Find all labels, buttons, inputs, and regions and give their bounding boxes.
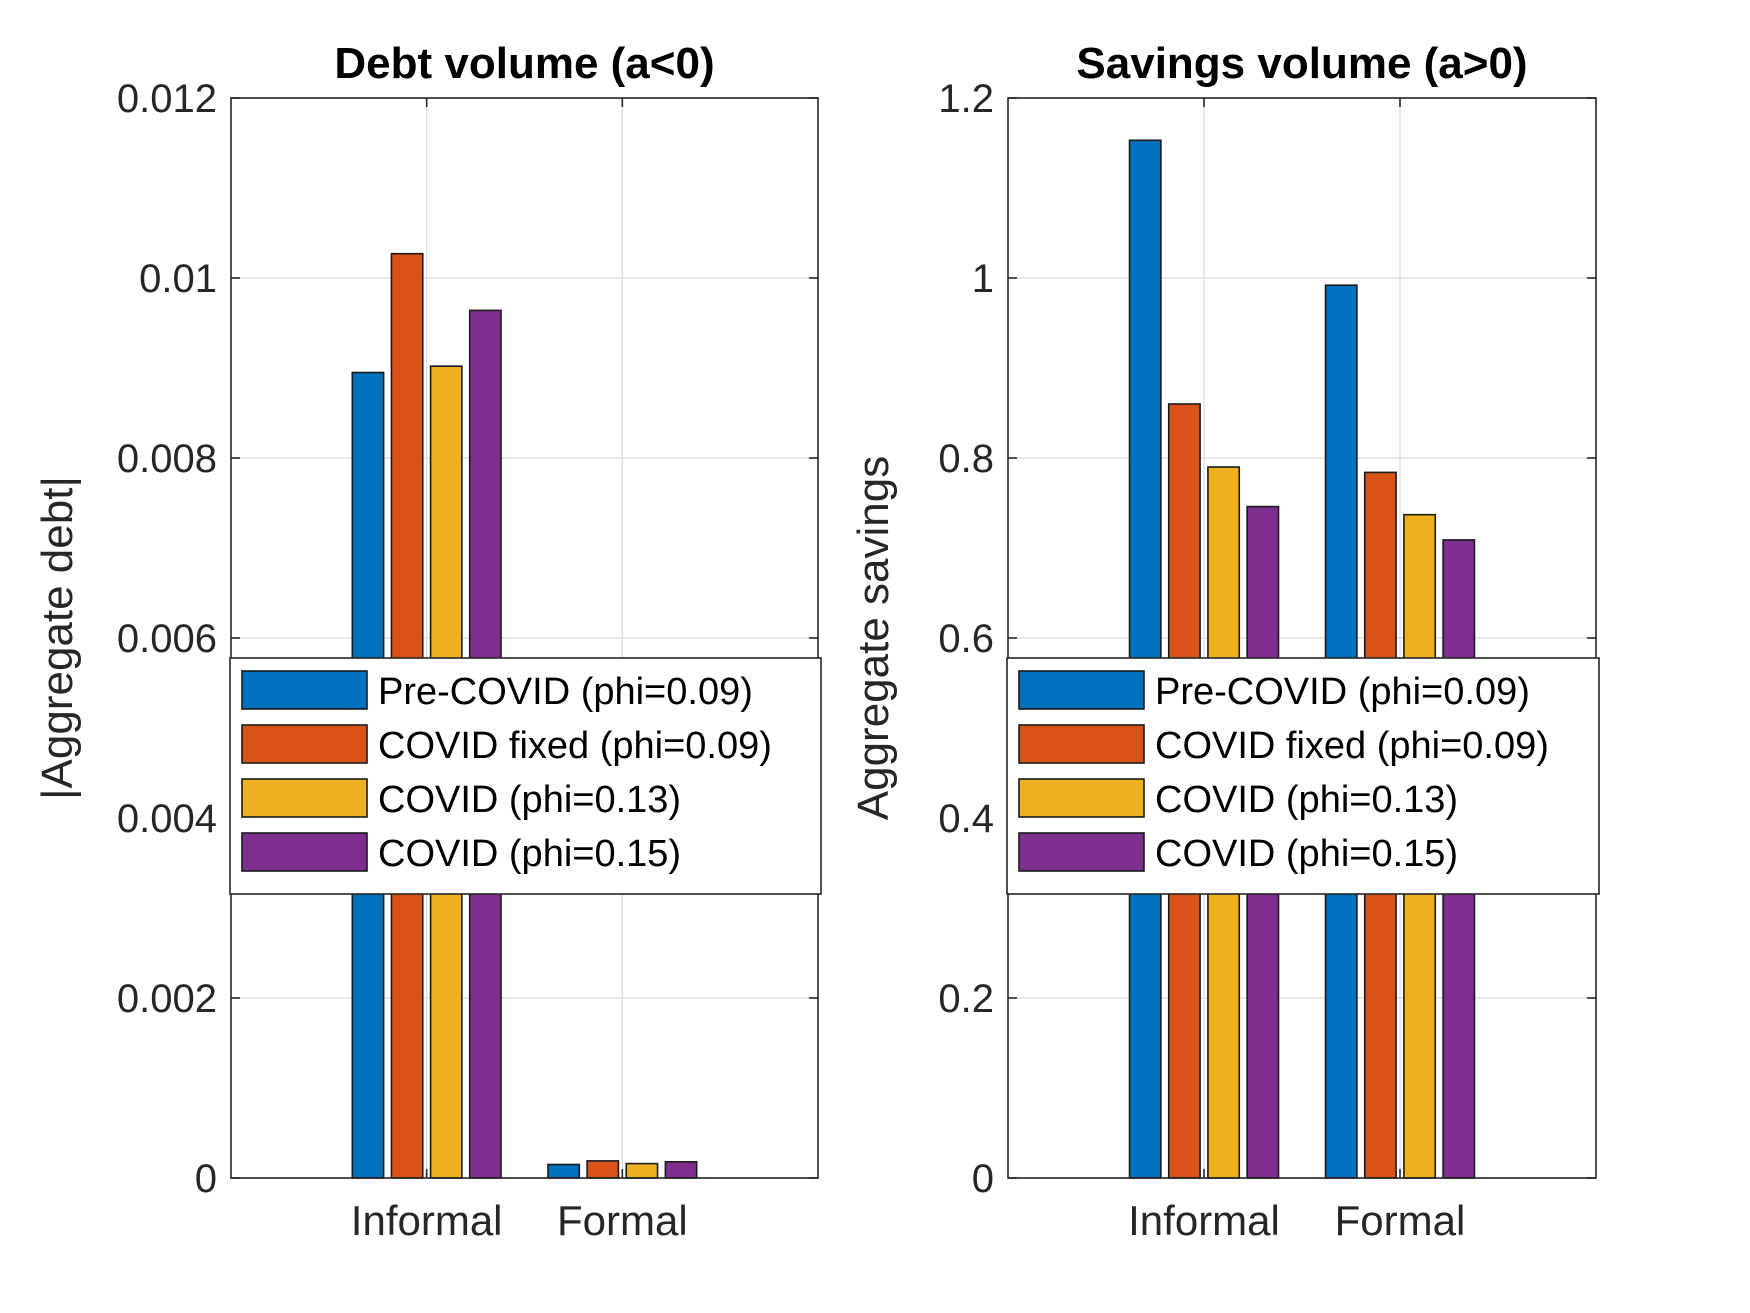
x-tick-label: Formal [557, 1197, 688, 1244]
y-tick-label: 0.012 [117, 77, 217, 121]
legend-label-3: COVID (phi=0.13) [378, 779, 681, 821]
y-tick-label: 0 [195, 1157, 217, 1201]
legend-swatch-3 [1018, 778, 1145, 818]
chart-title: Debt volume (a<0) [334, 39, 714, 88]
legend: Pre-COVID (phi=0.09) COVID fixed (phi=0.0… [1006, 657, 1600, 895]
y-tick-label: 0.004 [117, 797, 217, 841]
y-tick-label: 0.2 [938, 977, 994, 1021]
legend-swatch-1 [1018, 670, 1145, 710]
bar-formal-series-2 [586, 1160, 620, 1179]
x-tick-label: Formal [1335, 1197, 1466, 1244]
legend: Pre-COVID (phi=0.09) COVID fixed (phi=0.0… [229, 657, 822, 895]
legend-swatch-4 [1018, 832, 1145, 872]
legend-label-1: Pre-COVID (phi=0.09) [378, 671, 753, 713]
y-tick-label: 0.8 [938, 437, 994, 481]
y-tick-label: 0.006 [117, 617, 217, 661]
legend-swatch-3 [241, 778, 368, 818]
legend-swatch-1 [241, 670, 368, 710]
savings-volume-chart: 0 0.2 0.4 0.6 0.8 1 1.2 Informal Formal Savings v… [849, 39, 1600, 1244]
y-tick-label: 0.008 [117, 437, 217, 481]
legend-swatch-4 [241, 832, 368, 872]
bar-formal-series-3 [625, 1162, 659, 1179]
bar-formal-series-1 [547, 1163, 581, 1179]
y-tick-label: 1 [972, 257, 994, 301]
y-tick-label: 0.6 [938, 617, 994, 661]
y-tick-label: 1.2 [938, 77, 994, 121]
legend-label-4: COVID (phi=0.15) [1155, 833, 1458, 875]
y-axis-label: Aggregate savings [849, 456, 898, 820]
debt-volume-chart: 0 0.002 0.004 0.006 0.008 0.01 0.012 Informal Fo… [33, 39, 822, 1244]
y-tick-label: 0 [972, 1157, 994, 1201]
bar-formal-series-4 [664, 1161, 698, 1179]
x-tick-label: Informal [1128, 1197, 1280, 1244]
legend-swatch-2 [241, 724, 368, 764]
x-tick-label: Informal [351, 1197, 503, 1244]
legend-label-4: COVID (phi=0.15) [378, 833, 681, 875]
chart-title: Savings volume (a>0) [1076, 39, 1527, 88]
y-tick-label: 0.002 [117, 977, 217, 1021]
y-tick-label: 0.4 [938, 797, 994, 841]
legend-label-2: COVID fixed (phi=0.09) [1155, 725, 1549, 767]
y-axis-label: |Aggregate debt| [33, 476, 82, 800]
legend-label-1: Pre-COVID (phi=0.09) [1155, 671, 1530, 713]
legend-label-3: COVID (phi=0.13) [1155, 779, 1458, 821]
legend-label-2: COVID fixed (phi=0.09) [378, 725, 772, 767]
y-tick-label: 0.01 [139, 257, 217, 301]
legend-swatch-2 [1018, 724, 1145, 764]
